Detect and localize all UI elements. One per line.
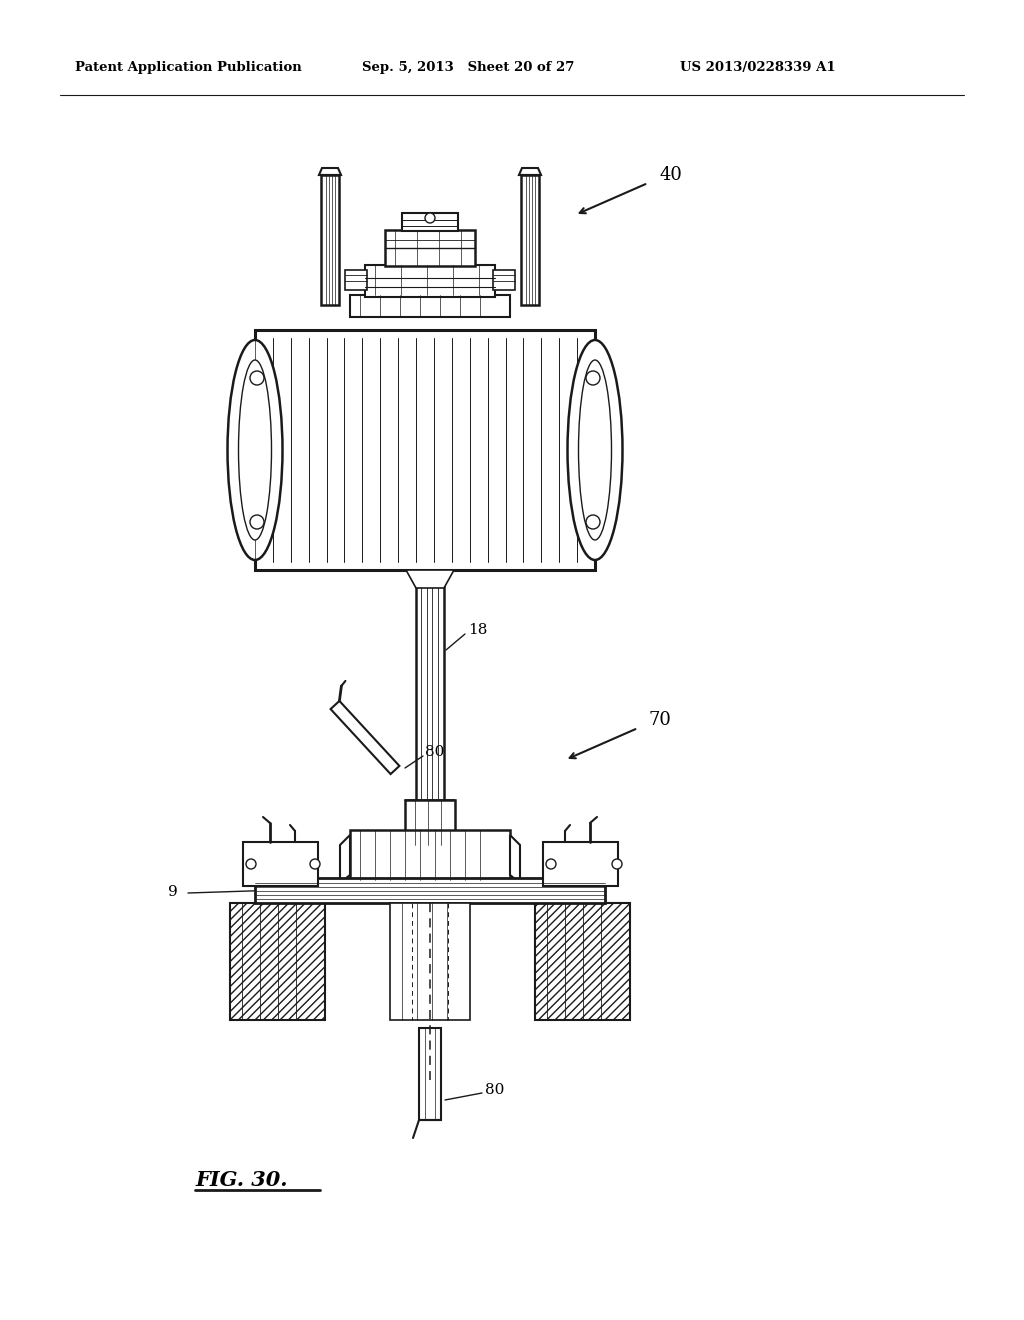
Polygon shape (319, 168, 341, 176)
Bar (385, 230, 475, 267)
Text: Sep. 5, 2013   Sheet 20 of 27: Sep. 5, 2013 Sheet 20 of 27 (362, 62, 574, 74)
Circle shape (586, 515, 600, 529)
Text: FIG. 30.: FIG. 30. (195, 1170, 288, 1191)
Circle shape (246, 859, 256, 869)
Ellipse shape (227, 341, 283, 560)
Polygon shape (510, 836, 520, 883)
Ellipse shape (567, 341, 623, 560)
Polygon shape (406, 800, 455, 820)
Circle shape (250, 371, 264, 385)
Circle shape (310, 859, 319, 869)
Polygon shape (519, 168, 541, 176)
Bar (365, 265, 495, 297)
Text: 80: 80 (485, 1082, 505, 1097)
Bar (243, 842, 318, 886)
Circle shape (425, 213, 435, 223)
Bar (419, 1028, 441, 1119)
Text: 18: 18 (468, 623, 487, 638)
Bar (230, 903, 325, 1020)
Text: 80: 80 (425, 744, 444, 759)
Text: US 2013/0228339 A1: US 2013/0228339 A1 (680, 62, 836, 74)
Circle shape (586, 371, 600, 385)
Bar (402, 213, 458, 231)
Bar (350, 294, 510, 317)
Polygon shape (406, 570, 454, 587)
Bar (321, 176, 339, 305)
Bar (255, 330, 595, 570)
Polygon shape (331, 701, 399, 774)
Bar (390, 903, 470, 1020)
Ellipse shape (239, 360, 271, 540)
Text: 70: 70 (648, 711, 671, 729)
Bar (543, 842, 618, 886)
Bar (521, 176, 539, 305)
Bar (416, 570, 444, 820)
Text: 40: 40 (660, 166, 683, 183)
Circle shape (546, 859, 556, 869)
Text: 9: 9 (168, 884, 178, 899)
Bar (345, 271, 367, 290)
Bar (493, 271, 515, 290)
Bar (255, 878, 605, 903)
Text: Patent Application Publication: Patent Application Publication (75, 62, 302, 74)
Bar (350, 830, 510, 880)
Polygon shape (340, 836, 350, 883)
Bar (535, 903, 630, 1020)
Bar (406, 800, 455, 845)
Ellipse shape (579, 360, 611, 540)
Circle shape (612, 859, 622, 869)
Circle shape (250, 515, 264, 529)
